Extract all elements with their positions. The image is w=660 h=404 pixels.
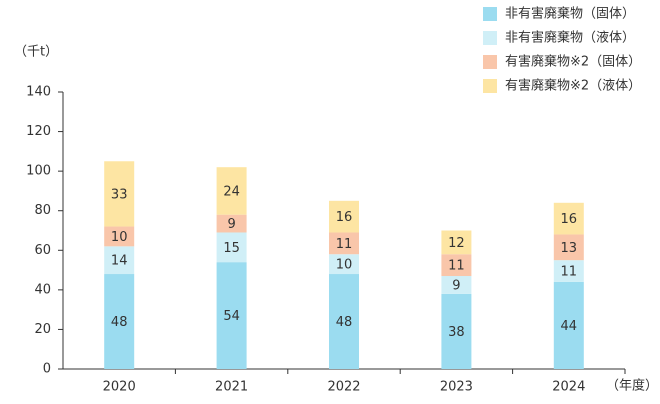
value-label: 13 [561,241,578,256]
value-label: 16 [336,210,353,225]
bar-segment [104,246,135,275]
y-tick-label: 120 [26,124,51,139]
legend-swatch [483,55,497,69]
value-label: 11 [561,265,578,280]
y-axis-label: （千t） [14,45,58,60]
legend-label: 有害廃棄物※2（液体） [505,78,641,94]
bar-segment [329,200,359,233]
value-label: 54 [223,309,240,324]
value-label: 38 [448,325,465,340]
bar-segment [553,281,584,369]
value-label: 44 [561,319,578,334]
bar-segment [441,276,472,294]
x-tick-label: 2024 [552,380,585,395]
value-label: 10 [111,230,128,245]
value-label: 11 [448,259,465,274]
value-label: 9 [227,217,235,232]
x-tick-label: 2023 [440,380,473,395]
bar-segment [553,202,584,235]
value-label: 14 [111,254,128,269]
y-tick-label: 0 [43,362,51,377]
bar-segment [329,232,359,255]
value-label: 48 [336,315,353,330]
value-label: 16 [561,212,578,227]
value-label: 9 [452,278,460,293]
value-label: 33 [111,187,128,202]
bar-segment [553,234,584,261]
y-tick-label: 40 [34,282,51,297]
y-tick-label: 100 [26,164,51,179]
legend-label: 非有害廃棄物（固体） [505,6,635,22]
y-tick-label: 20 [34,322,51,337]
y-tick-label: 60 [34,243,51,258]
x-tick-label: 2020 [103,380,136,395]
bar-segment [553,260,584,282]
bar-segment [441,254,472,277]
bar-segment [104,161,135,227]
bar-segment [216,262,247,369]
y-tick-label: 140 [26,85,51,100]
bar-segment [441,293,472,369]
value-label: 24 [223,184,240,199]
bar-segment [329,274,359,369]
bar-segment [216,232,247,263]
x-tick-label: 2022 [327,380,360,395]
y-tick-label: 80 [34,203,51,218]
bar-segment [329,254,359,275]
legend-swatch [483,7,497,21]
value-label: 12 [448,236,465,251]
value-label: 15 [223,241,240,256]
legend-label: 非有害廃棄物（液体） [505,30,635,46]
bar-segment [104,274,135,369]
legend-swatch [483,79,497,93]
bar-segment [441,230,472,255]
value-label: 11 [336,237,353,252]
value-label: 48 [111,315,128,330]
value-label: 10 [336,258,353,273]
legend-label: 有害廃棄物※2（固体） [505,54,641,70]
legend: 非有害廃棄物（固体） 非有害廃棄物（液体） 有害廃棄物※2（固体） 有害廃棄物※2（液… [483,6,641,94]
x-tick-label: 2021 [215,380,248,395]
bar-segment [216,167,247,215]
bar-segment [216,214,247,233]
x-axis-label: （年度） [606,378,658,394]
bar-segment [104,226,135,247]
legend-swatch [483,31,497,45]
